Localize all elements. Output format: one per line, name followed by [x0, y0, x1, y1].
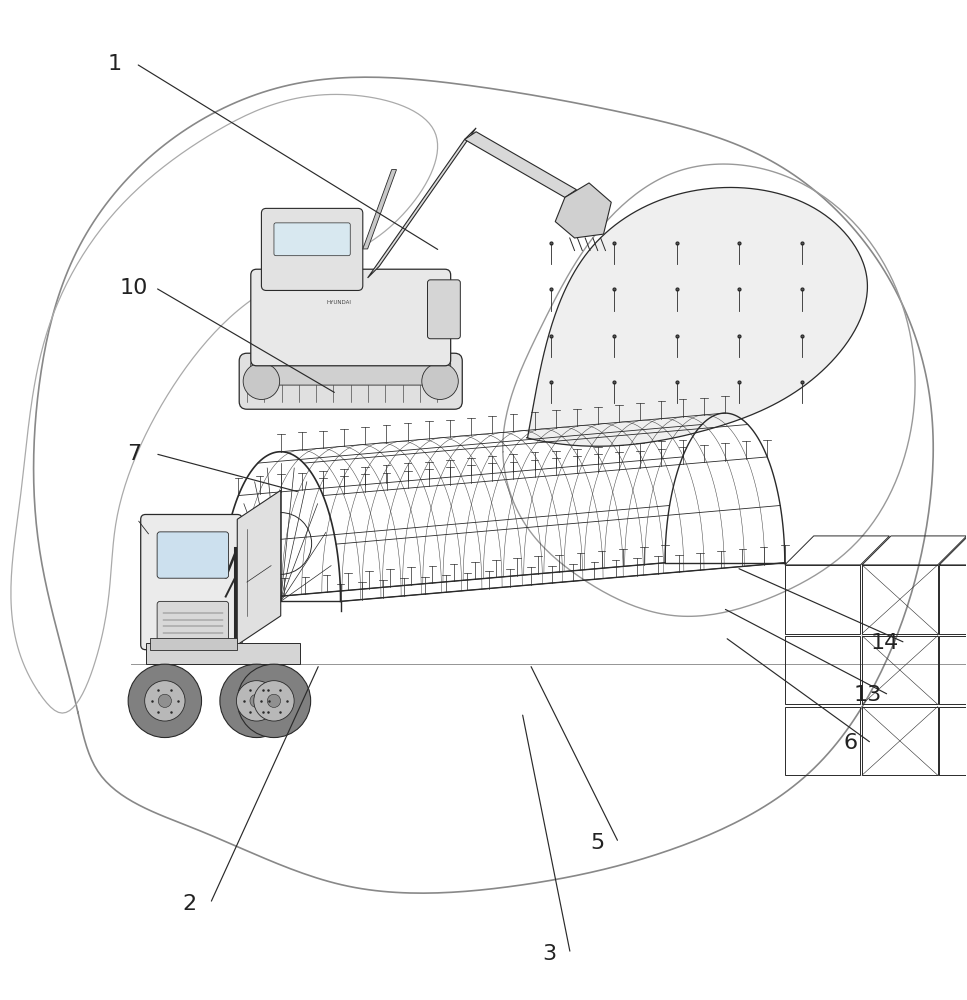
FancyBboxPatch shape: [261, 208, 363, 290]
Bar: [862, 636, 938, 704]
Circle shape: [243, 363, 279, 399]
Polygon shape: [527, 187, 867, 446]
Bar: [785, 636, 861, 704]
FancyBboxPatch shape: [274, 223, 350, 256]
Polygon shape: [237, 490, 280, 645]
Circle shape: [145, 681, 185, 721]
FancyBboxPatch shape: [427, 280, 460, 339]
Text: 5: 5: [590, 833, 604, 853]
FancyBboxPatch shape: [157, 601, 228, 646]
FancyBboxPatch shape: [157, 532, 228, 578]
Bar: [146, 643, 300, 664]
Circle shape: [236, 681, 277, 721]
Circle shape: [220, 664, 293, 738]
Text: 10: 10: [120, 278, 148, 298]
Text: 7: 7: [127, 444, 141, 464]
FancyBboxPatch shape: [250, 360, 451, 385]
Bar: [939, 636, 967, 704]
Text: 14: 14: [870, 633, 898, 653]
Circle shape: [237, 664, 310, 738]
Text: 3: 3: [542, 944, 556, 964]
Bar: [150, 638, 237, 650]
Text: 6: 6: [843, 733, 858, 753]
Bar: [862, 707, 938, 775]
Bar: [939, 565, 967, 634]
Bar: [862, 565, 938, 634]
Text: 1: 1: [107, 54, 122, 74]
Text: 2: 2: [182, 894, 196, 914]
Circle shape: [267, 694, 280, 707]
Bar: [939, 707, 967, 775]
Circle shape: [159, 694, 171, 707]
Circle shape: [129, 664, 201, 738]
FancyBboxPatch shape: [239, 353, 462, 409]
Circle shape: [422, 363, 458, 399]
Polygon shape: [363, 170, 396, 249]
Polygon shape: [555, 183, 611, 238]
Circle shape: [250, 694, 263, 707]
Polygon shape: [464, 132, 576, 197]
Text: 13: 13: [854, 685, 882, 705]
Bar: [785, 707, 861, 775]
Circle shape: [253, 681, 294, 721]
Bar: [785, 565, 861, 634]
Polygon shape: [367, 128, 476, 278]
FancyBboxPatch shape: [141, 514, 242, 650]
Text: HYUNDAI: HYUNDAI: [326, 300, 351, 305]
FancyBboxPatch shape: [250, 269, 451, 366]
